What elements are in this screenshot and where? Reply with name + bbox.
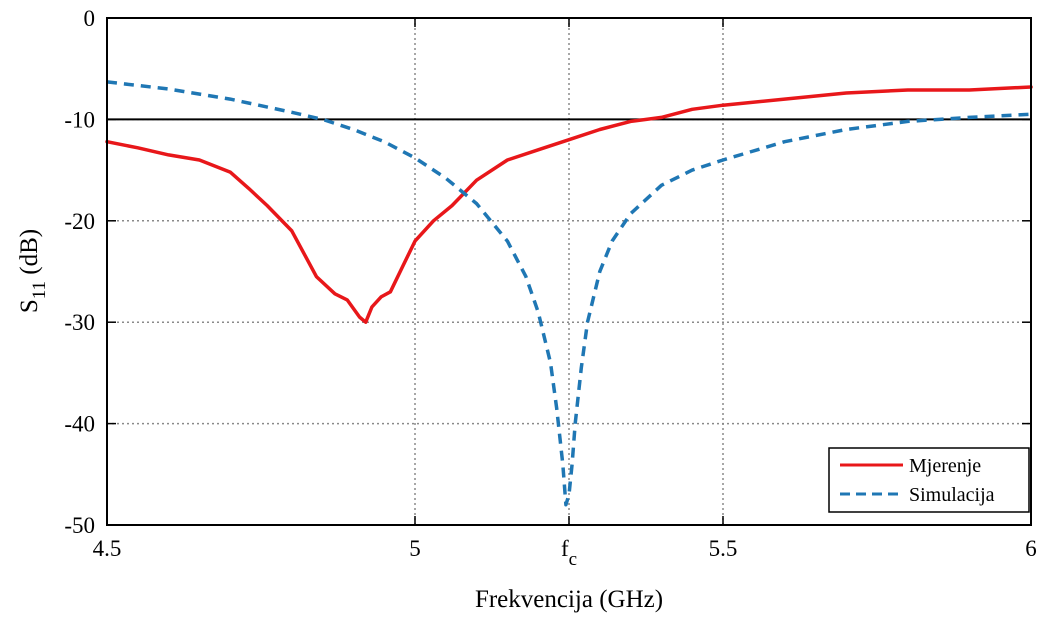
x-tick-label: 5 xyxy=(409,536,421,561)
x-tick-label: fc xyxy=(561,536,577,570)
series-line-mjerenje xyxy=(105,85,1033,324)
series-group xyxy=(105,80,1033,507)
y-axis-label: S11 (dB) xyxy=(16,229,50,313)
y-tick-labels: 0 -10 -20 -30 -40 -50 xyxy=(64,6,95,538)
y-tick-label: -40 xyxy=(64,412,95,437)
tick-marks xyxy=(106,17,1032,526)
y-tick-label: -10 xyxy=(64,107,95,132)
y-axis-label-sub: 11 xyxy=(29,281,50,299)
legend-label-mjerenje: Mjerenje xyxy=(909,455,981,477)
x-tick-labels: 4.5 5 fc 5.5 6 xyxy=(93,536,1037,570)
legend-box xyxy=(828,447,1030,513)
y-tick-label: -20 xyxy=(64,209,95,234)
series-line-simulacija xyxy=(106,80,1032,507)
y-tick-label: -30 xyxy=(64,310,95,335)
y-tick-label: 0 xyxy=(84,6,96,31)
y-tick-label: -50 xyxy=(64,513,95,538)
x-tick-label: 6 xyxy=(1025,536,1037,561)
svg-text:S11 (dB): S11 (dB) xyxy=(16,229,50,313)
x-axis-label: Frekvencija (GHz) xyxy=(475,586,663,613)
legend-label-simulacija: Simulacija xyxy=(909,484,995,506)
x-tick-label: 4.5 xyxy=(93,536,122,561)
y-axis-label-unit: (dB) xyxy=(16,229,43,275)
y-axis-label-main: S xyxy=(16,299,43,313)
plot-area xyxy=(107,18,1031,525)
x-tick-label: 5.5 xyxy=(709,536,738,561)
legend: Mjerenje Simulacija xyxy=(828,447,1030,513)
